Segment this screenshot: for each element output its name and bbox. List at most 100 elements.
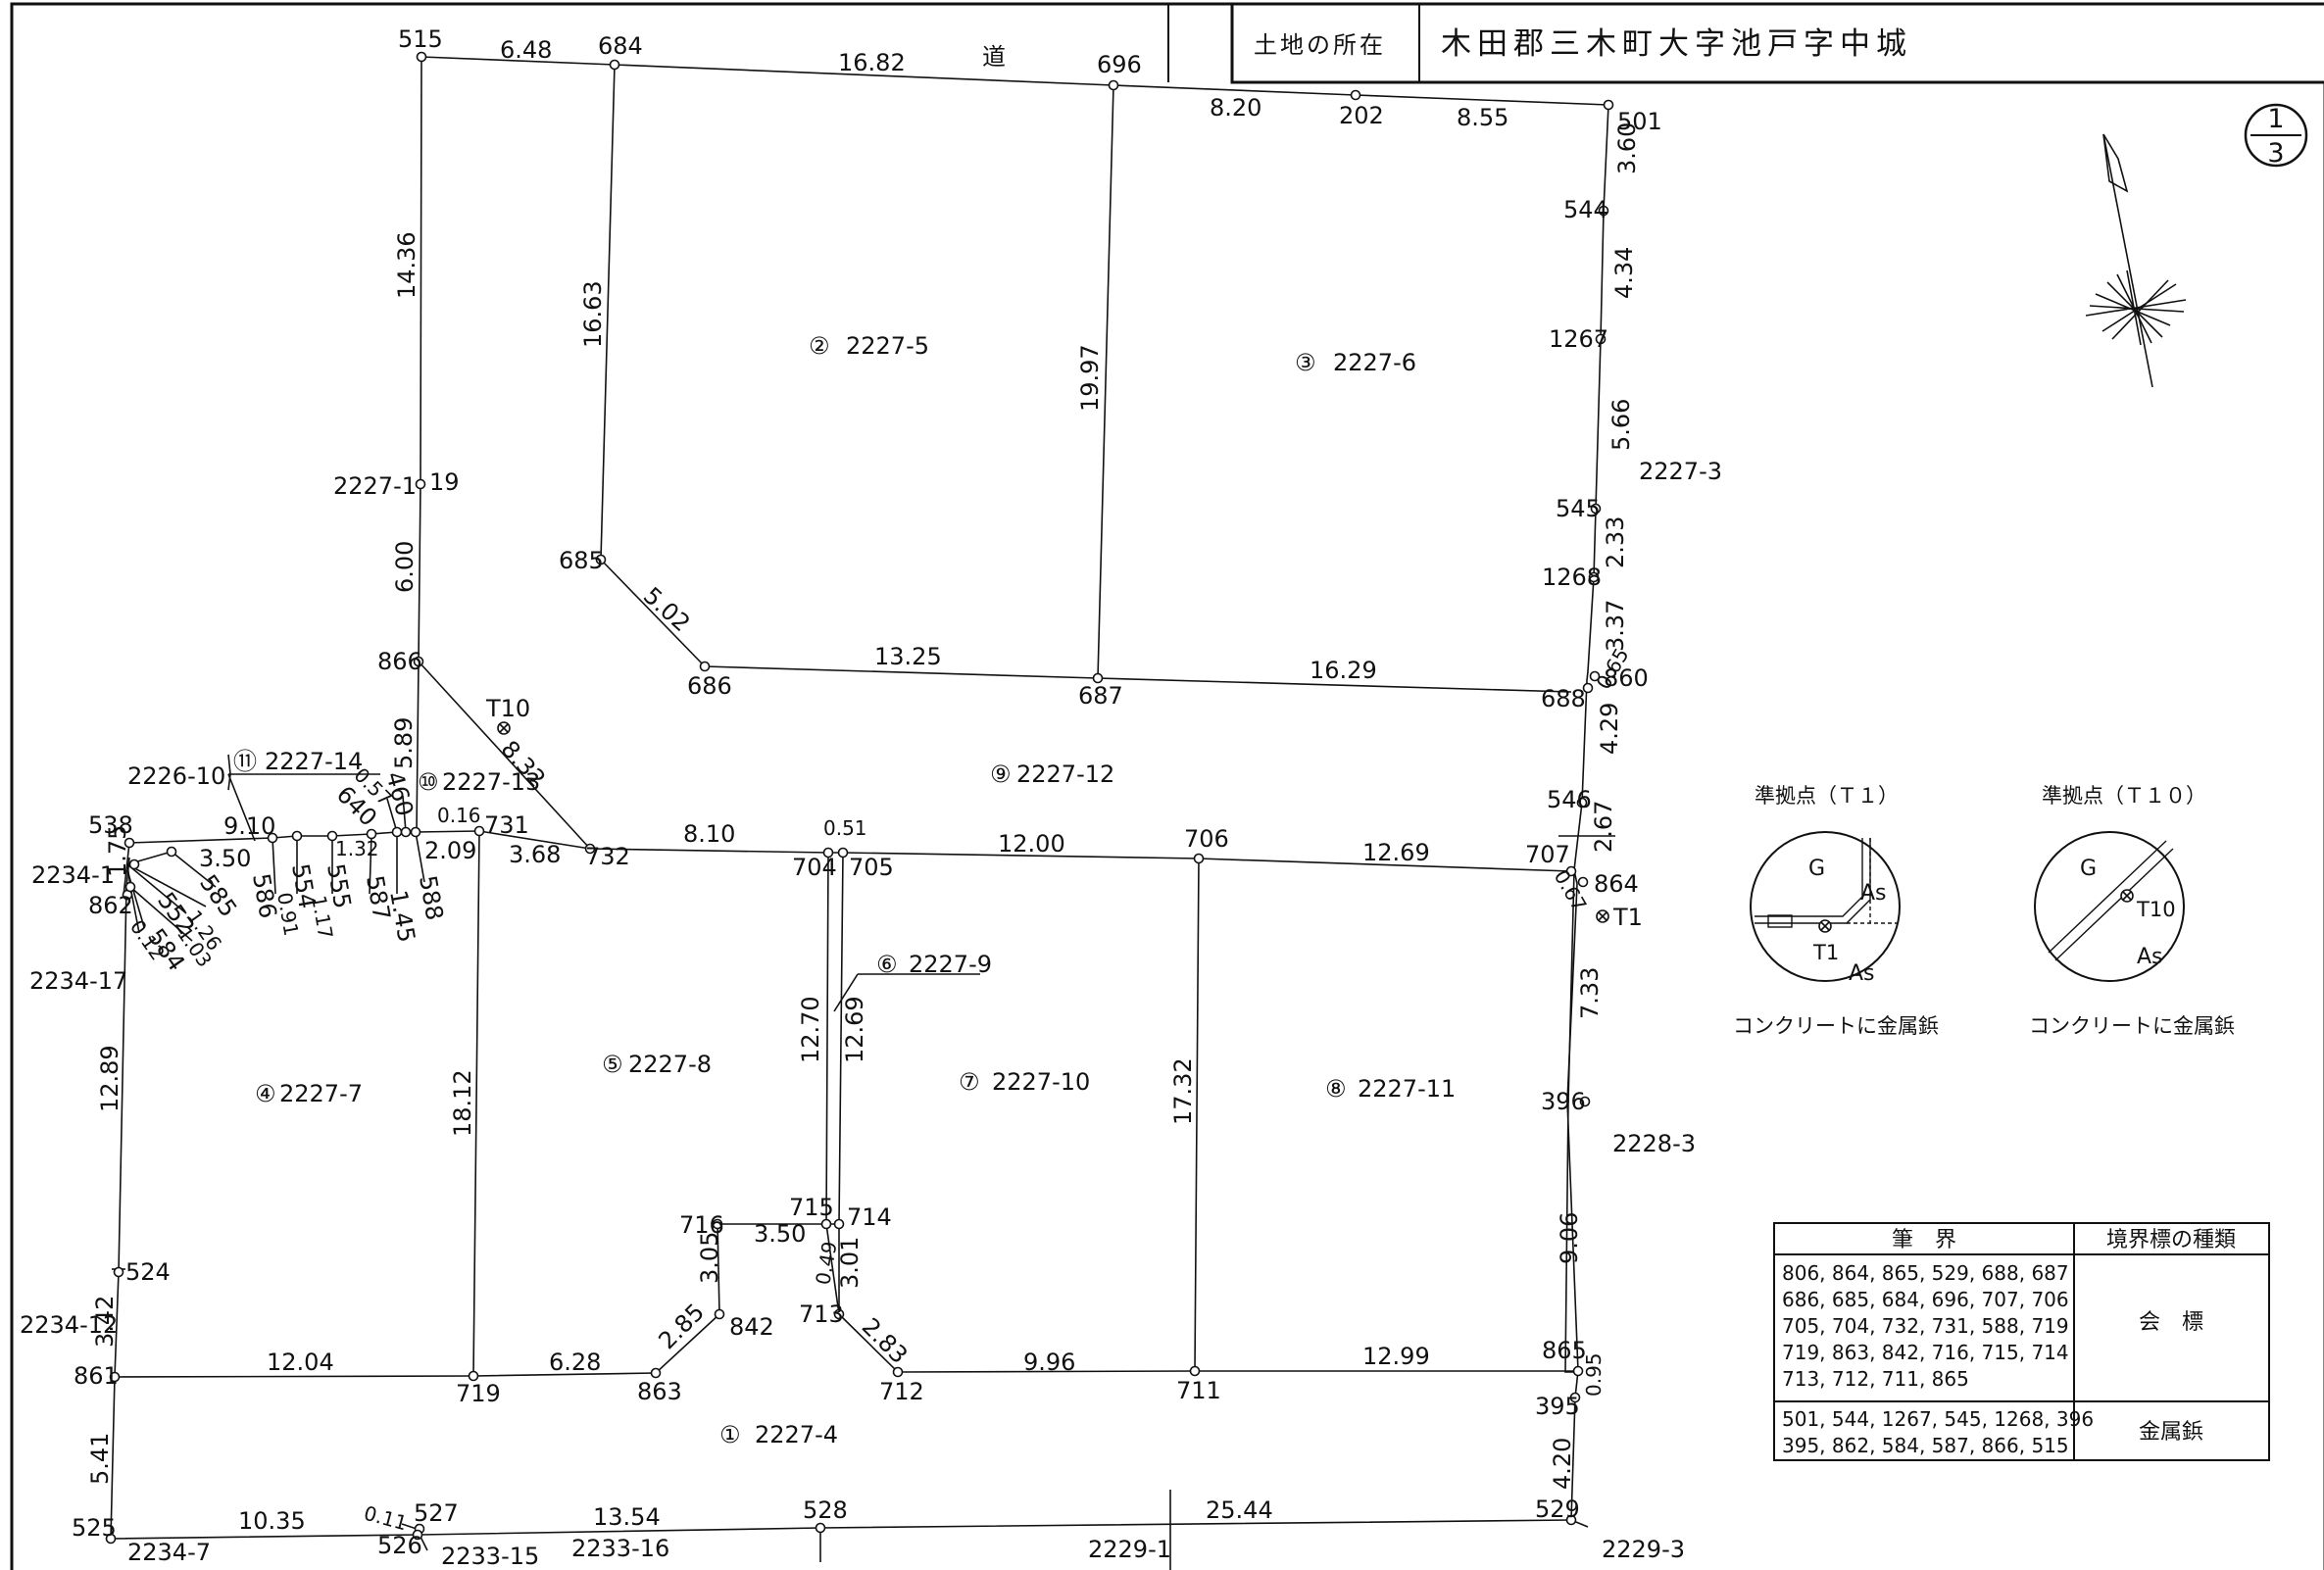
point-529 [1565,1514,1577,1526]
label-19: 19 [429,468,460,496]
distance-label: 5.41 [86,1433,114,1485]
distance-label: 8.10 [683,820,735,848]
distance-label: 3.68 [509,841,561,868]
neighbor-lot: 2227-1 [333,472,417,500]
label-696: 696 [1097,51,1142,78]
parcel-lot: 2227-4 [755,1421,838,1448]
label-685: 685 [559,547,604,574]
distance-label: 5.89 [390,717,418,769]
distance-label: 9.10 [223,812,275,840]
neighbor-lot-labels: 2227-1 2226-10 2234-1 2234-17 2234-12 22… [20,458,1722,1570]
point-1267 [1595,333,1607,345]
point-864 [1577,876,1589,888]
t1-as-label-bottom: As [1849,961,1875,986]
distance-label: 0.95 [1582,1352,1606,1397]
label-704: 704 [792,854,837,881]
distance-label: 2.09 [424,837,476,864]
parcel-number: ⑦ [959,1068,980,1096]
point-685 [595,554,607,565]
control-point-t10-detail: 準拠点（Ｔ１０） G T10 As コンクリートに金属鋲 [2029,784,2235,1038]
label-712: 712 [879,1378,924,1405]
label-538: 538 [88,811,133,839]
distance-label: 12.69 [1362,839,1430,866]
point-525 [105,1533,117,1545]
point-586 [267,832,278,844]
parcel-1: ① 2227-4 [719,1421,838,1448]
distance-label: 3.01 [836,1237,864,1289]
distance-label: 25.44 [1206,1496,1273,1524]
parcel-11: ⑪ 2227-14 [233,748,363,775]
distance-label: 13.54 [593,1503,661,1531]
label-684: 684 [598,32,643,60]
point-860 [1589,670,1601,682]
sheet-number: 1 [2267,104,2284,134]
t1-inner-label: T1 [1812,941,1839,964]
distance-label: 3.42 [91,1296,119,1348]
label-719: 719 [456,1380,501,1407]
control-point-t1-detail: 準拠点（Ｔ１） G As As T1 コンクリートに金属鋲 [1733,784,1939,1038]
parcel-number: ⑥ [876,951,898,978]
point-711 [1189,1365,1201,1377]
parcel-lot: 2227-12 [1016,760,1114,788]
t10-marker-icon [497,721,511,735]
distance-label: 16.82 [838,49,906,76]
point-715 [820,1218,832,1230]
parcel-lot: 2227-13 [442,768,540,796]
neighbor-lot: 2228-3 [1612,1130,1696,1157]
point-501 [1603,99,1614,111]
point-866 [413,656,424,667]
label-524: 524 [125,1258,171,1286]
t10-as-label: As [2137,945,2163,969]
point-716 [712,1218,723,1230]
legend-row2-type: 金属鋲 [2139,1420,2203,1445]
distance-label: 2.83 [857,1312,914,1369]
label-688: 688 [1541,685,1586,712]
point-696 [1108,79,1119,91]
point-460 [400,826,412,838]
point-688 [1582,682,1594,694]
parcel-lot: 2227-11 [1358,1075,1456,1103]
legend-row1-line: 713, 712, 711, 865 [1782,1367,1969,1391]
label-714: 714 [847,1203,892,1231]
point-554 [291,830,303,842]
parcel-number: ⑧ [1325,1075,1347,1103]
point-587 [366,828,377,840]
neighbor-lot: 2227-3 [1639,458,1722,485]
distance-label: 3.37 [1602,600,1629,652]
point-526 [412,1529,423,1541]
point-704 [822,847,834,859]
neighbor-lot: 2229-1 [1088,1536,1171,1563]
point-1268 [1588,571,1600,583]
parcel-number: ⑪ [233,748,257,775]
distance-label: 2.85 [653,1299,710,1355]
distance-label: 3.50 [754,1220,806,1248]
parcel-lot: 2227-9 [909,951,992,978]
label-707: 707 [1525,841,1570,868]
label-706: 706 [1184,825,1229,853]
distance-label: 12.04 [267,1349,334,1376]
parcel-4: ④ 2227-7 [255,1080,363,1107]
label-529: 529 [1535,1496,1580,1523]
t1-g-label: G [1808,857,1825,881]
label-865: 865 [1542,1337,1587,1364]
point-585 [166,846,177,858]
point-524 [113,1266,124,1278]
distance-label: 12.00 [998,830,1065,858]
parcel-labels: ① 2227-4 ② 2227-5 ③ 2227-6 ④ 2227-7 ⑤ 2227-8 … [233,332,1456,1448]
location-label: 土地の所在 [1254,31,1386,59]
distance-label: 17.32 [1169,1057,1197,1125]
distance-label: 13.25 [874,643,942,670]
parcel-7: ⑦ 2227-10 [959,1068,1090,1096]
distance-label: 4.34 [1610,247,1638,299]
distance-label: 18.12 [449,1069,476,1137]
distance-label: 12.70 [797,996,824,1063]
neighbor-lot: 2233-16 [571,1535,669,1562]
legend-row1-line: 806, 864, 865, 529, 688, 687 [1782,1261,2069,1285]
sheet-number-badge: 1 3 [2244,103,2308,169]
distance-label: 7.33 [1576,967,1604,1019]
point-546 [1576,797,1588,809]
label-860: 860 [1604,664,1649,692]
distance-label: 0.51 [823,816,867,840]
distance-label: 0.67 [1550,866,1592,916]
neighbor-lot: 2234-1 [31,861,115,889]
